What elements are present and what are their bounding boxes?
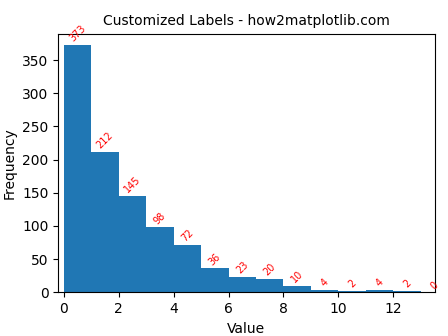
Text: 0: 0 (429, 280, 440, 291)
Bar (366, 290, 393, 292)
Bar (338, 291, 366, 292)
Bar (146, 227, 174, 292)
Bar (228, 277, 256, 292)
Bar (64, 45, 91, 292)
Text: 2: 2 (401, 278, 413, 290)
Bar (311, 290, 338, 292)
X-axis label: Value: Value (227, 322, 266, 336)
Text: 20: 20 (262, 262, 278, 278)
Bar (174, 245, 201, 292)
Bar (119, 196, 146, 292)
Text: 98: 98 (152, 210, 168, 226)
Text: 36: 36 (207, 251, 223, 267)
Bar (393, 291, 421, 292)
Text: 72: 72 (179, 227, 195, 243)
Text: 2: 2 (346, 278, 358, 290)
Text: 212: 212 (95, 130, 115, 150)
Bar (284, 286, 311, 292)
Bar (201, 268, 228, 292)
Bar (256, 279, 284, 292)
Text: 373: 373 (67, 24, 87, 44)
Text: 4: 4 (374, 277, 385, 288)
Text: 23: 23 (234, 260, 250, 276)
Y-axis label: Frequency: Frequency (3, 127, 17, 199)
Bar (91, 152, 119, 292)
Text: 10: 10 (289, 268, 305, 284)
Title: Customized Labels - how2matplotlib.com: Customized Labels - how2matplotlib.com (103, 14, 390, 28)
Text: 145: 145 (122, 175, 142, 195)
Text: 4: 4 (319, 277, 330, 288)
